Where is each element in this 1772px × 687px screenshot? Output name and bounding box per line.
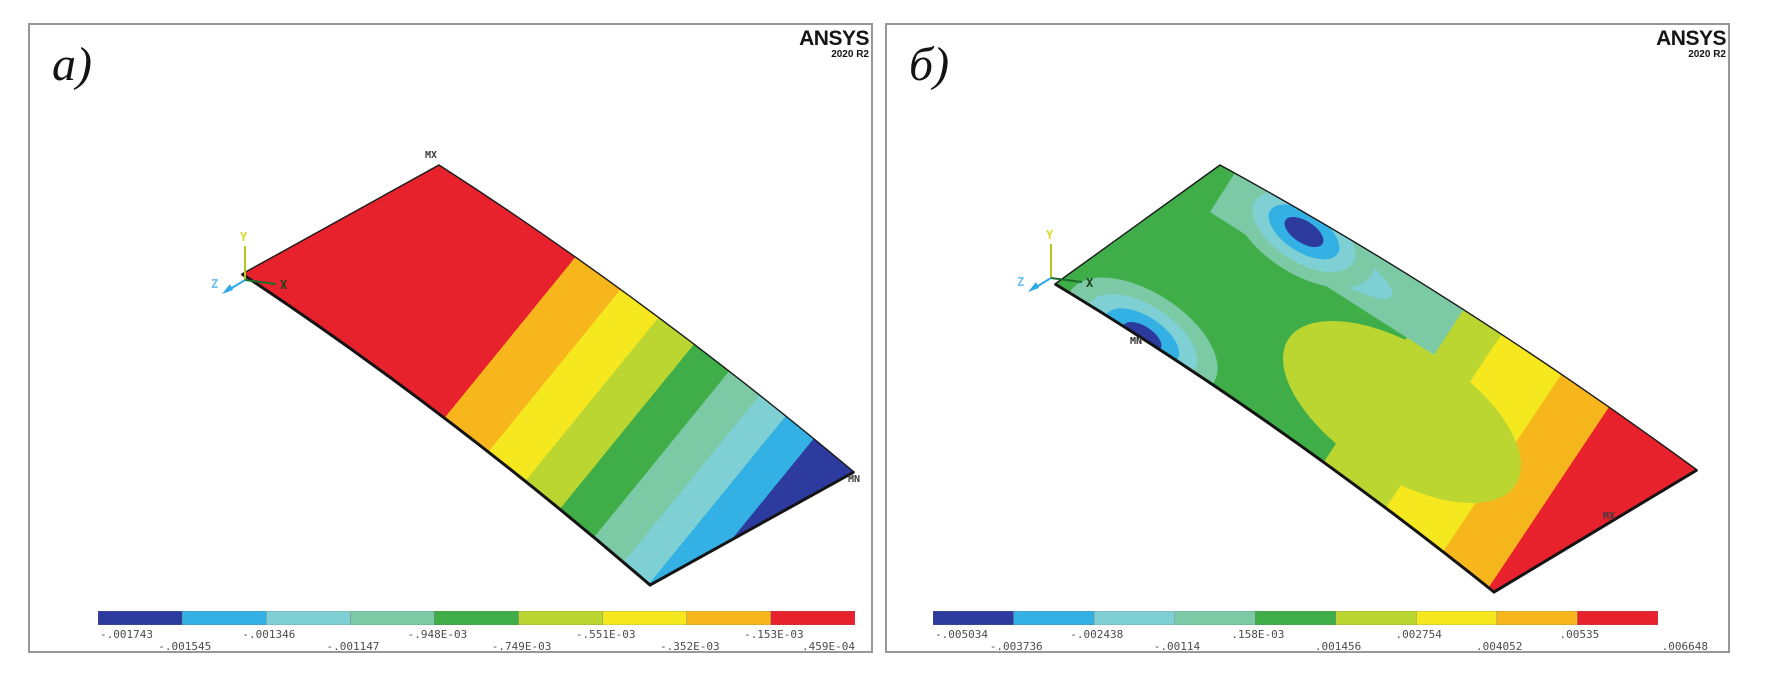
colorbar-label: -.00114 bbox=[1153, 640, 1201, 653]
z-axis-label: Z bbox=[211, 277, 218, 291]
colorbar-segment bbox=[350, 611, 435, 625]
colorbar-label: .002754 bbox=[1395, 628, 1442, 641]
colorbar-label: .00535 bbox=[1559, 628, 1600, 641]
colorbar-label: -.153E-03 bbox=[744, 628, 804, 641]
plate-edge-b bbox=[1054, 282, 1698, 594]
colorbar-a: -.001743 -.001545 -.001346 -.001147 -.94… bbox=[98, 611, 855, 657]
ansys-version-text: 2020 R2 bbox=[831, 49, 869, 60]
colorbar-segment bbox=[770, 611, 855, 625]
colorbar-segment bbox=[1335, 611, 1417, 625]
colorbar-label: -.352E-03 bbox=[659, 640, 720, 653]
colorbar-segment bbox=[1013, 611, 1095, 625]
spot-core-darkblue bbox=[1284, 216, 1324, 248]
x-axis-label: X bbox=[1086, 276, 1094, 290]
colorbar-label: .158E-03 bbox=[1231, 628, 1285, 641]
colorbar-strip-a bbox=[98, 611, 855, 625]
colorbar-label: .004052 bbox=[1476, 640, 1523, 653]
colorbar-segment bbox=[1496, 611, 1578, 625]
y-axis-label: Y bbox=[240, 230, 248, 244]
colorbar-segment bbox=[686, 611, 772, 625]
min-spot-top bbox=[1232, 176, 1376, 288]
yellow-green-blob bbox=[1282, 320, 1522, 504]
colorbar-segment bbox=[181, 611, 267, 625]
colorbar-label: .001456 bbox=[1314, 640, 1362, 653]
z-axis-arrow bbox=[222, 284, 233, 294]
colorbar-label: -.005034 bbox=[935, 628, 988, 641]
z-axis-label: Z bbox=[1017, 275, 1024, 289]
panel-b: б) ANSYS 2020 R2 bbox=[885, 23, 1730, 653]
colorbar-segment bbox=[266, 611, 351, 625]
colorbar-label: -.001545 bbox=[158, 640, 212, 653]
colorbar-label: -.749E-03 bbox=[491, 640, 552, 653]
triad-a: Y X Z bbox=[211, 230, 288, 294]
x-axis-line bbox=[244, 279, 277, 285]
colorbar-segment bbox=[1093, 611, 1175, 625]
colorbar-segment bbox=[933, 611, 1014, 625]
colorbar-segment bbox=[1416, 611, 1498, 625]
max-marker-a: MX bbox=[425, 150, 437, 161]
colorbar-label: -.001346 bbox=[242, 628, 296, 641]
z-axis-arrow bbox=[1028, 282, 1039, 292]
min-marker-b: MN bbox=[1130, 336, 1142, 347]
y-axis-label: Y bbox=[1046, 228, 1054, 242]
colorbar-label: -.002438 bbox=[1070, 628, 1124, 641]
contour-plot-b: Y X Z MN MX bbox=[1017, 164, 1699, 594]
max-marker-b: MX bbox=[1603, 511, 1615, 522]
colorbar-label: -.003736 bbox=[989, 640, 1043, 653]
colorbar-segment bbox=[98, 611, 183, 625]
panel-label-b: б) bbox=[909, 38, 950, 91]
panel-a: a) ANSYS 2020 R2 bbox=[28, 23, 873, 653]
ansys-logo-b: ANSYS 2020 R2 bbox=[1656, 28, 1726, 60]
panel-label-a: a) bbox=[52, 38, 92, 91]
colorbar-label: .006648 bbox=[1661, 640, 1708, 653]
plate-edge-a bbox=[241, 272, 855, 587]
colorbar-label: .459E-04 bbox=[802, 640, 855, 653]
ansys-brand-text: ANSYS bbox=[1656, 27, 1726, 50]
colorbar-segment bbox=[1255, 611, 1336, 625]
colorbar-segment bbox=[602, 611, 687, 625]
colorbar-strip-b bbox=[933, 611, 1658, 625]
ansys-brand-text: ANSYS bbox=[799, 27, 869, 50]
ansys-logo-a: ANSYS 2020 R2 bbox=[799, 28, 869, 60]
ansys-version-text: 2020 R2 bbox=[1688, 49, 1726, 60]
colorbar-label: -.948E-03 bbox=[407, 628, 468, 641]
triad-b: Y X Z bbox=[1017, 228, 1094, 292]
colorbar-label: -.001743 bbox=[100, 628, 153, 641]
colorbar-label: -.551E-03 bbox=[575, 628, 636, 641]
colorbar-b: -.005034 -.003736 -.002438 -.00114 .158E… bbox=[933, 611, 1708, 657]
colorbar-segment bbox=[434, 611, 519, 625]
x-axis-label: X bbox=[280, 278, 288, 292]
colorbar-segment bbox=[518, 611, 603, 625]
colorbar-segment bbox=[1577, 611, 1658, 625]
x-axis-line bbox=[1050, 277, 1083, 283]
colorbar-label: -.001147 bbox=[326, 640, 380, 653]
contour-plot-a: Y X Z MX MN bbox=[211, 150, 860, 587]
min-marker-a: MN bbox=[848, 474, 860, 485]
colorbar-segment bbox=[1174, 611, 1256, 625]
